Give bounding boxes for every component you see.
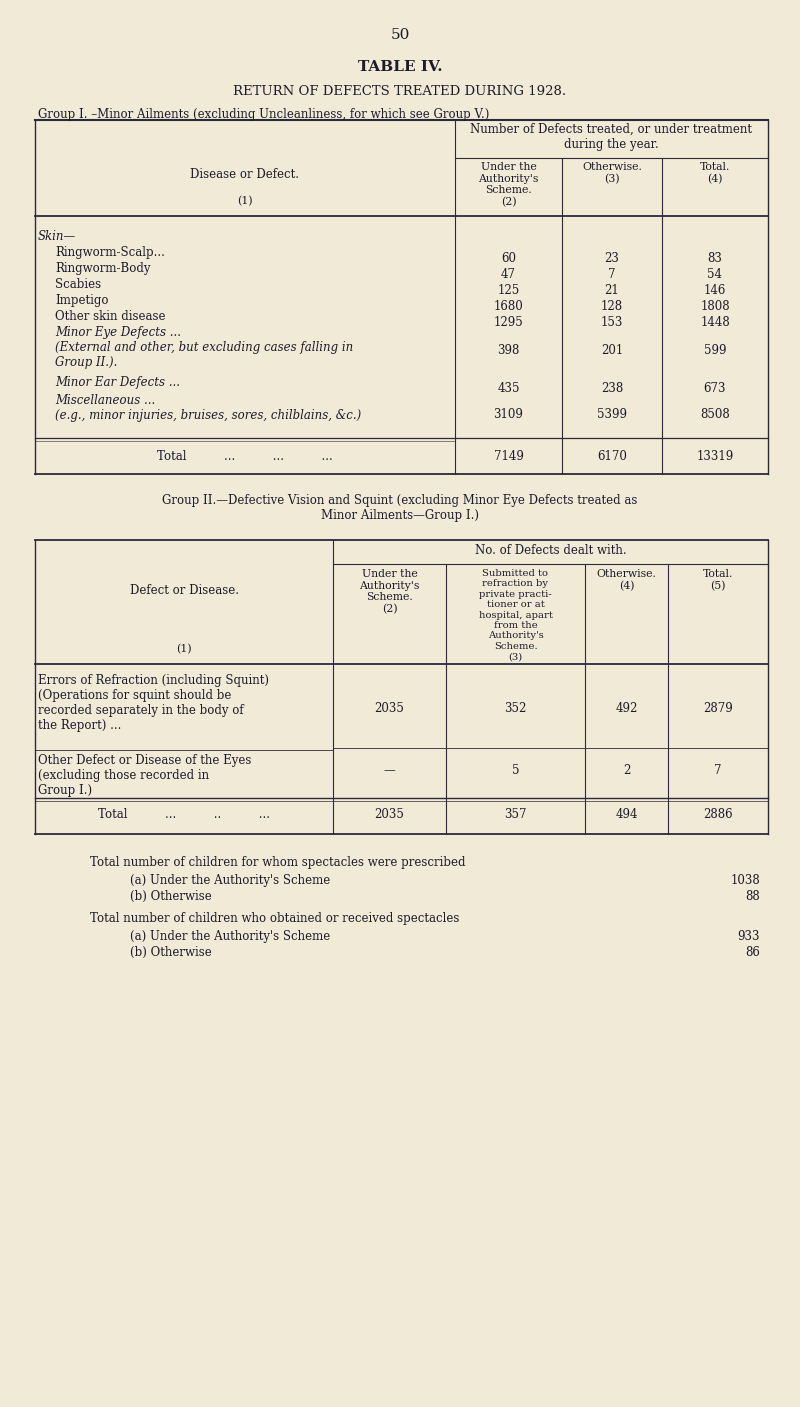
Text: 60: 60 bbox=[501, 252, 516, 265]
Text: 201: 201 bbox=[601, 343, 623, 356]
Text: 1808: 1808 bbox=[700, 300, 730, 312]
Text: 1680: 1680 bbox=[494, 300, 523, 312]
Text: (1): (1) bbox=[237, 196, 253, 207]
Text: 1295: 1295 bbox=[494, 315, 523, 329]
Text: Defect or Disease.: Defect or Disease. bbox=[130, 584, 238, 597]
Text: No. of Defects dealt with.: No. of Defects dealt with. bbox=[474, 545, 626, 557]
Text: Impetigo: Impetigo bbox=[55, 294, 109, 307]
Text: 86: 86 bbox=[745, 946, 760, 960]
Text: 7: 7 bbox=[714, 764, 722, 777]
Text: Total          ...          ..          ...: Total ... .. ... bbox=[98, 808, 270, 822]
Text: 494: 494 bbox=[615, 808, 638, 822]
Text: 7149: 7149 bbox=[494, 450, 523, 463]
Text: (a) Under the Authority's Scheme: (a) Under the Authority's Scheme bbox=[130, 930, 330, 943]
Text: Miscellaneous ...
(e.g., minor injuries, bruises, sores, chilblains, &c.): Miscellaneous ... (e.g., minor injuries,… bbox=[55, 394, 362, 422]
Text: Otherwise.
(3): Otherwise. (3) bbox=[582, 162, 642, 184]
Text: 3109: 3109 bbox=[494, 408, 523, 421]
Text: 933: 933 bbox=[738, 930, 760, 943]
Text: 50: 50 bbox=[390, 28, 410, 42]
Text: Minor Ear Defects ...: Minor Ear Defects ... bbox=[55, 376, 180, 388]
Text: Total number of children for whom spectacles were prescribed: Total number of children for whom specta… bbox=[90, 855, 466, 870]
Text: 125: 125 bbox=[498, 284, 520, 297]
Text: Scabies: Scabies bbox=[55, 279, 101, 291]
Text: 54: 54 bbox=[707, 267, 722, 280]
Text: Ringworm-Body: Ringworm-Body bbox=[55, 262, 150, 274]
Text: (a) Under the Authority's Scheme: (a) Under the Authority's Scheme bbox=[130, 874, 330, 886]
Text: 2035: 2035 bbox=[374, 808, 405, 822]
Text: Ringworm-Scalp...: Ringworm-Scalp... bbox=[55, 246, 165, 259]
Text: 673: 673 bbox=[704, 383, 726, 395]
Text: 88: 88 bbox=[746, 891, 760, 903]
Text: 492: 492 bbox=[615, 702, 638, 715]
Text: 357: 357 bbox=[504, 808, 526, 822]
Text: 2886: 2886 bbox=[703, 808, 733, 822]
Text: Group II.—Defective Vision and Squint (excluding Minor Eye Defects treated as
Mi: Group II.—Defective Vision and Squint (e… bbox=[162, 494, 638, 522]
Text: (1): (1) bbox=[176, 644, 192, 654]
Text: 47: 47 bbox=[501, 267, 516, 280]
Text: (b) Otherwise: (b) Otherwise bbox=[130, 891, 212, 903]
Text: Total number of children who obtained or received spectacles: Total number of children who obtained or… bbox=[90, 912, 459, 924]
Text: 13319: 13319 bbox=[696, 450, 734, 463]
Text: (b) Otherwise: (b) Otherwise bbox=[130, 946, 212, 960]
Text: RETURN OF DEFECTS TREATED DURING 1928.: RETURN OF DEFECTS TREATED DURING 1928. bbox=[234, 84, 566, 98]
Text: 1448: 1448 bbox=[700, 315, 730, 329]
Text: 2879: 2879 bbox=[703, 702, 733, 715]
Text: 8508: 8508 bbox=[700, 408, 730, 421]
Text: 83: 83 bbox=[707, 252, 722, 265]
Text: 238: 238 bbox=[601, 383, 623, 395]
Text: 599: 599 bbox=[704, 343, 726, 356]
Text: 1038: 1038 bbox=[730, 874, 760, 886]
Text: Total          ...          ...          ...: Total ... ... ... bbox=[157, 450, 333, 463]
Text: 128: 128 bbox=[601, 300, 623, 312]
Text: 153: 153 bbox=[601, 315, 623, 329]
Text: Number of Defects treated, or under treatment
during the year.: Number of Defects treated, or under trea… bbox=[470, 122, 753, 151]
Text: 7: 7 bbox=[608, 267, 616, 280]
Text: 5: 5 bbox=[512, 764, 519, 777]
Text: Total.
(5): Total. (5) bbox=[703, 568, 733, 591]
Text: Under the
Authority's
Scheme.
(2): Under the Authority's Scheme. (2) bbox=[359, 568, 420, 615]
Text: 2: 2 bbox=[623, 764, 630, 777]
Text: 5399: 5399 bbox=[597, 408, 627, 421]
Text: Otherwise.
(4): Otherwise. (4) bbox=[597, 568, 657, 591]
Text: Minor Eye Defects ...
(External and other, but excluding cases falling in
Group : Minor Eye Defects ... (External and othe… bbox=[55, 326, 354, 369]
Text: Errors of Refraction (including Squint)
(Operations for squint should be
recorde: Errors of Refraction (including Squint) … bbox=[38, 674, 269, 732]
Text: Total.
(4): Total. (4) bbox=[700, 162, 730, 184]
Text: Disease or Defect.: Disease or Defect. bbox=[190, 167, 299, 182]
Text: 146: 146 bbox=[704, 284, 726, 297]
Text: Skin—: Skin— bbox=[38, 229, 76, 243]
Text: Group I. –Minor Ailments (excluding Uncleanliness, for which see Group V.): Group I. –Minor Ailments (excluding Uncl… bbox=[38, 108, 490, 121]
Text: TABLE IV.: TABLE IV. bbox=[358, 61, 442, 75]
Text: Under the
Authority's
Scheme.
(2): Under the Authority's Scheme. (2) bbox=[478, 162, 538, 207]
Text: Submitted to
refraction by
private practi-
tioner or at
hospital, apart
from the: Submitted to refraction by private pract… bbox=[478, 568, 553, 661]
Text: 398: 398 bbox=[498, 343, 520, 356]
Text: 352: 352 bbox=[504, 702, 526, 715]
Text: 23: 23 bbox=[605, 252, 619, 265]
Text: —: — bbox=[384, 764, 395, 777]
Text: Other skin disease: Other skin disease bbox=[55, 310, 166, 324]
Text: 435: 435 bbox=[498, 383, 520, 395]
Text: Other Defect or Disease of the Eyes
(excluding those recorded in
Group I.): Other Defect or Disease of the Eyes (exc… bbox=[38, 754, 251, 796]
Text: 6170: 6170 bbox=[597, 450, 627, 463]
Text: 2035: 2035 bbox=[374, 702, 405, 715]
Text: 21: 21 bbox=[605, 284, 619, 297]
